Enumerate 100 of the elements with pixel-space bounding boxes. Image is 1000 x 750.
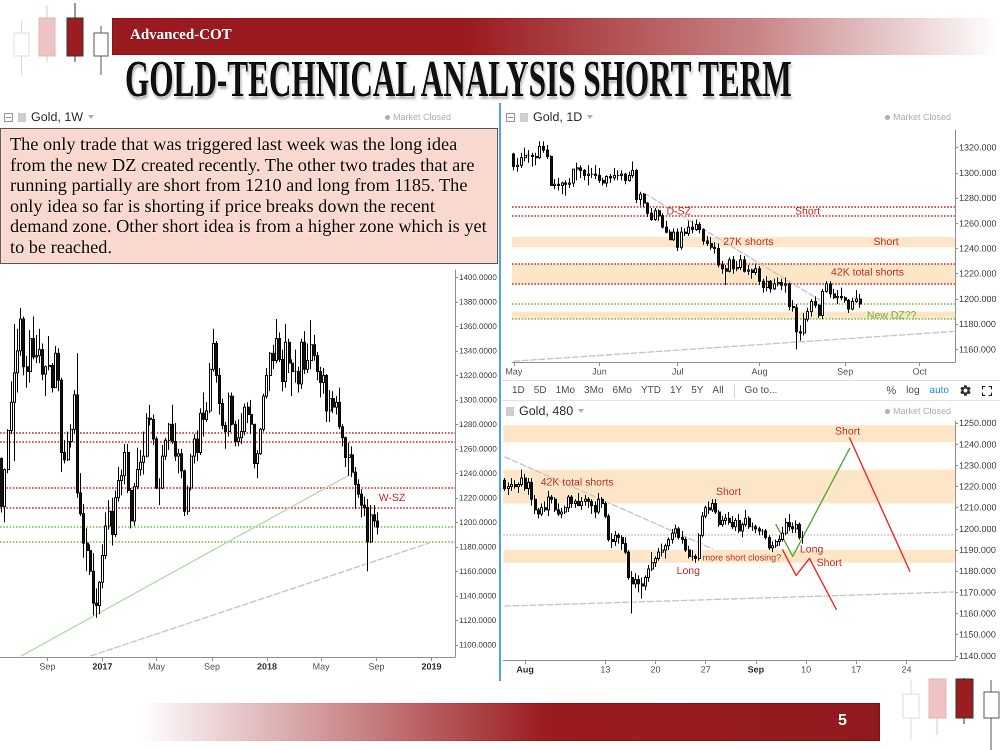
y-tick-label: 1220.000: [959, 268, 997, 279]
chart-title: Gold, 480: [519, 404, 574, 418]
y-tick-label: 1250.000: [959, 418, 997, 428]
text: 1Y: [670, 385, 682, 396]
line-series: [504, 591, 954, 607]
candlestick: [724, 514, 727, 526]
y-tick-label: 1360.0000: [459, 322, 498, 331]
candlestick: [710, 236, 713, 250]
candlestick: [512, 152, 515, 171]
text: Go to...: [744, 385, 778, 396]
text: auto: [930, 385, 949, 396]
candlestick: [531, 152, 534, 168]
candlestick: [557, 177, 560, 192]
candlestick: [580, 496, 583, 510]
y-tick-label: 1320.0000: [459, 370, 498, 380]
y-tick-label: 1200.000: [959, 524, 997, 534]
candlestick: [743, 256, 746, 273]
text: 5D: [534, 385, 547, 396]
candlestick: [590, 498, 593, 515]
x-tick-label: 20: [650, 664, 661, 674]
y-tick-label: 1150.000: [959, 630, 996, 640]
text: 5Y: [691, 385, 704, 396]
candlestick: [507, 482, 510, 496]
candlestick: [739, 254, 742, 270]
y-tick-label: 1170.000: [959, 587, 996, 598]
x-tick-label: 2018: [256, 662, 277, 672]
candlestick: [680, 226, 683, 250]
candlestick: [605, 174, 608, 188]
annotation: Short: [874, 236, 899, 248]
candlestick: [617, 170, 620, 181]
annotation: Short: [835, 426, 860, 438]
candlestick: [732, 256, 735, 274]
candlestick: [613, 167, 616, 181]
candlestick: [840, 287, 843, 301]
x-tick-label: Aug: [752, 366, 768, 376]
candlestick: [564, 180, 567, 196]
x-tick-label: 17: [851, 664, 862, 674]
text: 1D: [512, 385, 525, 396]
candlestick: [554, 496, 557, 512]
x-tick-label: 13: [600, 664, 610, 674]
y-tick-label: 1160.0000: [459, 566, 497, 576]
y-tick-label: 1120.0000: [459, 616, 497, 625]
candlestick: [310, 320, 313, 370]
candlestick: [584, 494, 587, 506]
candlestick: [711, 498, 714, 512]
candlestick: [691, 220, 694, 234]
candlestick: [560, 507, 563, 519]
y-tick-label: 1400.0000: [459, 272, 498, 282]
x-tick-label: Sep: [204, 662, 220, 672]
y-tick-label: 1340.0000: [459, 346, 498, 356]
y-tick-label: 1160.000: [959, 344, 996, 354]
candlestick: [13, 323, 16, 462]
candlestick: [775, 538, 778, 548]
y-tick-label: 1190.000: [959, 545, 996, 556]
y-tick-label: 1140.0000: [459, 591, 497, 600]
x-tick-label: Sep: [837, 366, 854, 376]
candlestick: [766, 276, 769, 292]
candlestick: [620, 170, 623, 181]
y-tick-label: 1180.000: [959, 319, 996, 330]
y-tick-label: 1180.0000: [459, 542, 497, 552]
text: YTD: [640, 385, 661, 396]
annotation: 42K total shorts: [540, 476, 614, 488]
candlestick: [510, 478, 513, 492]
candlestick: [691, 550, 694, 562]
candlestick: [773, 278, 776, 291]
candlestick: [54, 345, 57, 388]
annotation: 42K total shorts: [831, 266, 904, 278]
annotation: New DZ??: [866, 309, 917, 322]
chart-title: Gold, 1D: [533, 110, 582, 124]
text: Market Closed: [892, 112, 951, 122]
text: 1Mo: [556, 385, 576, 396]
candlestick: [795, 304, 798, 350]
candlestick: [777, 277, 780, 287]
candlestick: [769, 280, 772, 294]
x-tick-label: Sep: [368, 662, 385, 672]
candlestick: [624, 172, 627, 185]
candlestick: [738, 514, 741, 534]
line-series: [643, 192, 828, 305]
x-tick-label: Aug: [516, 664, 534, 674]
text: %: [886, 384, 896, 396]
y-tick-label: 1200.0000: [459, 518, 498, 527]
annotation: W-SZ: [378, 492, 406, 504]
text: 5: [838, 712, 847, 730]
candlestick: [567, 494, 570, 512]
x-tick-label: 10: [801, 664, 812, 674]
y-tick-label: 1220.0000: [459, 493, 498, 502]
candlestick: [676, 228, 679, 252]
text: 3Mo: [584, 385, 604, 396]
candlestick: [798, 522, 801, 540]
candlestick: [829, 280, 832, 298]
candlestick: [570, 494, 573, 508]
y-tick-label: 1210.000: [959, 502, 997, 513]
candlestick: [695, 219, 698, 232]
x-tick-label: 2017: [92, 662, 112, 672]
x-tick-label: May: [505, 366, 523, 376]
candlestick: [754, 524, 757, 534]
text: Market Closed: [392, 112, 451, 122]
callout-box: The only trade that was triggered last week was the long idea from the new DZ created recently. The other two trades that are running partially are short from 1210 and long from 1185. The only idea so far is shorting if price breaks down the recent demand zone. Other short idea is from a higher zone which is yet to be reached.: [0, 128, 498, 264]
candlestick: [614, 530, 617, 546]
candlestick: [654, 208, 657, 222]
